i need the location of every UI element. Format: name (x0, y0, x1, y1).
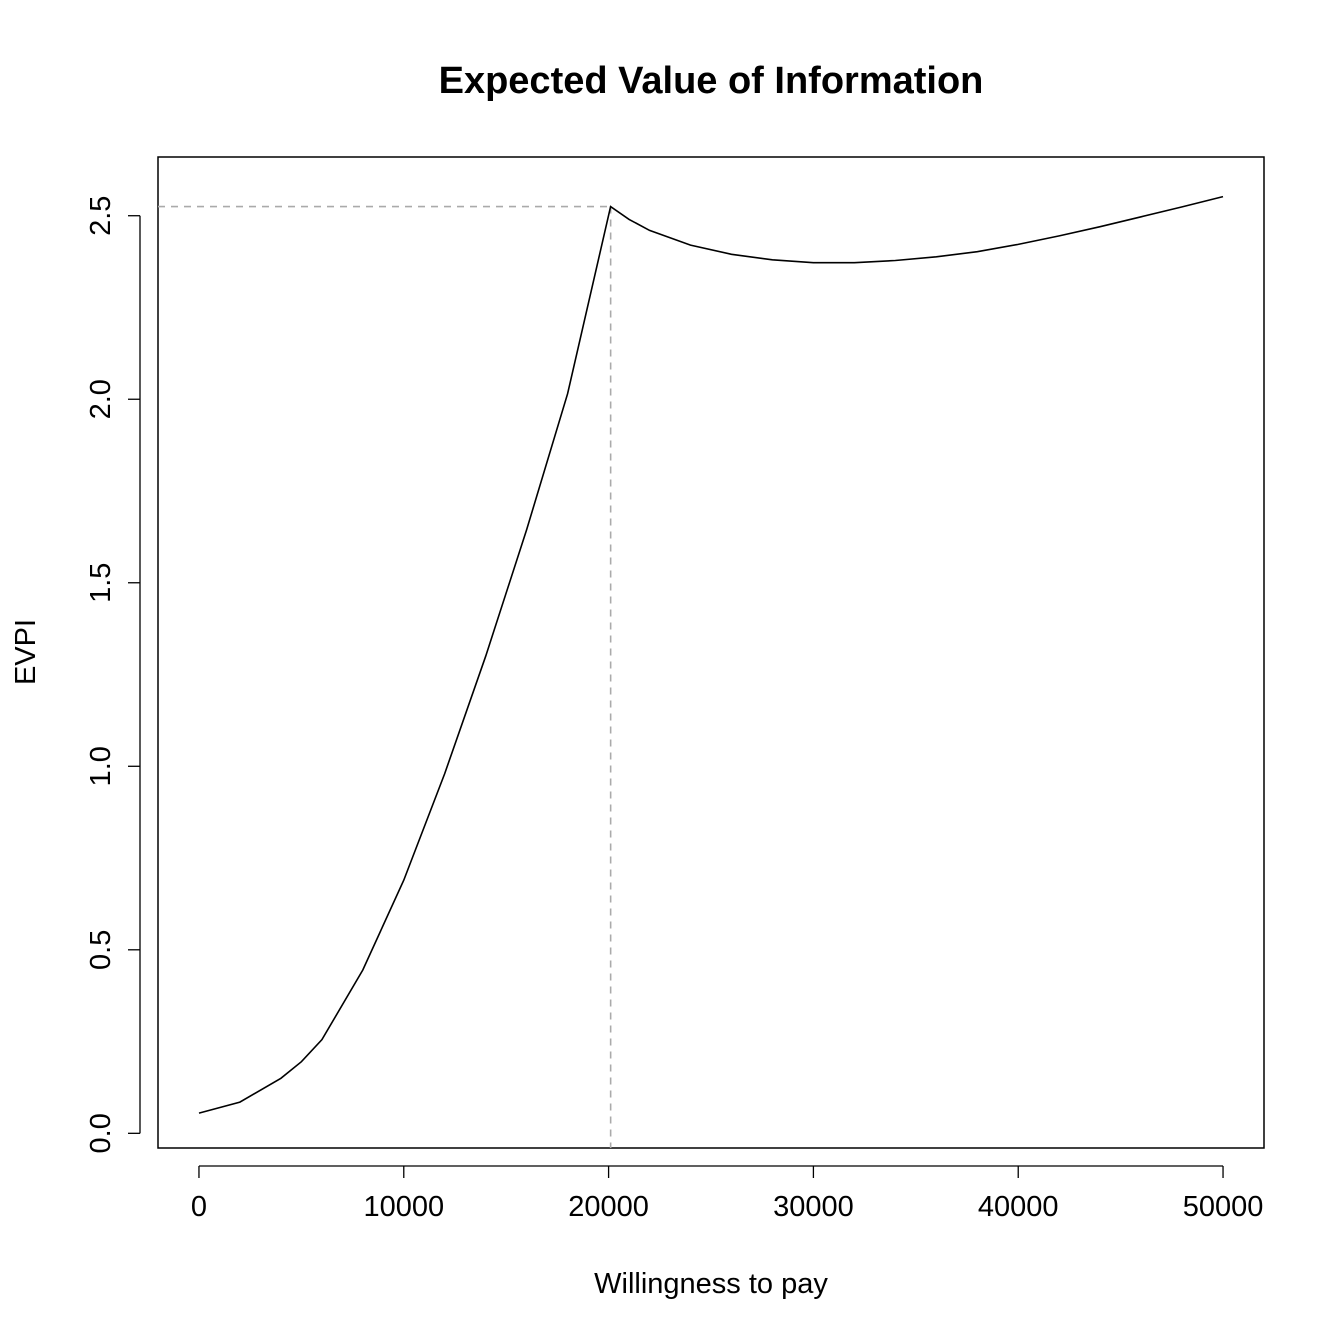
x-tick-label: 30000 (773, 1191, 854, 1223)
x-axis-label: Willingness to pay (594, 1268, 828, 1300)
y-tick-label: 1.5 (85, 563, 117, 603)
x-tick-label: 20000 (568, 1191, 649, 1223)
x-tick-label: 0 (191, 1191, 207, 1223)
y-tick-label: 2.0 (85, 379, 117, 419)
x-tick-label: 40000 (978, 1191, 1059, 1223)
evpi-series-line (198, 195, 1224, 1114)
reference-lines (158, 205, 612, 1148)
x-tick-label: 50000 (1183, 1191, 1264, 1223)
y-tick-label: 1.0 (85, 746, 117, 786)
y-axis-label: EVPI (10, 619, 42, 685)
x-axis: 0 10000 20000 30000 40000 50000 (191, 1165, 1264, 1223)
y-tick-label: 0.5 (85, 930, 117, 970)
x-tick-label: 10000 (363, 1191, 444, 1223)
chart-title: Expected Value of Information (439, 60, 984, 102)
y-tick-label: 2.5 (85, 196, 117, 236)
y-tick-label: 0.0 (85, 1113, 117, 1153)
series-group (198, 195, 1224, 1114)
plot-frame (157, 156, 1265, 1149)
y-axis: 0.0 0.5 1.0 1.5 2.0 2.5 (85, 196, 141, 1153)
